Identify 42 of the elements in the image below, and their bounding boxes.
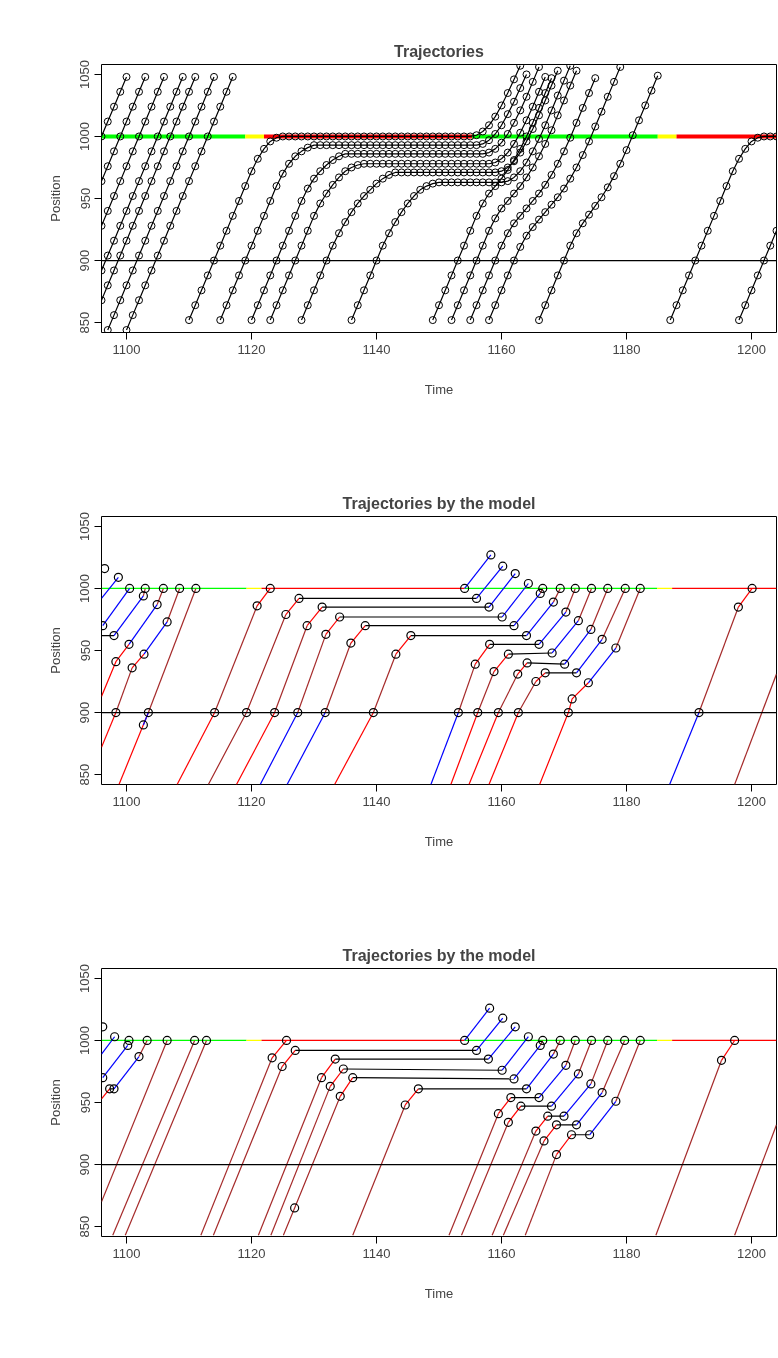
y-tick-label: 1050 bbox=[77, 963, 93, 993]
x-tick-label: 1180 bbox=[612, 341, 641, 357]
y-tick-label: 1050 bbox=[77, 59, 93, 89]
y-tick-label: 1000 bbox=[77, 122, 93, 151]
y-tick-label: 850 bbox=[77, 311, 93, 334]
y-tick-label: 900 bbox=[77, 1153, 93, 1176]
y-tick-label: 950 bbox=[77, 639, 93, 662]
x-axis-title: Time bbox=[424, 833, 454, 849]
y-tick-label: 900 bbox=[77, 701, 93, 724]
x-tick-label: 1140 bbox=[362, 793, 391, 809]
x-axis-title: Time bbox=[424, 1285, 454, 1301]
y-tick-label: 850 bbox=[77, 1215, 93, 1238]
x-tick-label: 1200 bbox=[737, 793, 766, 809]
y-axis-title: Position bbox=[47, 1079, 63, 1126]
x-tick-label: 1180 bbox=[612, 793, 641, 809]
y-tick-label: 850 bbox=[77, 763, 93, 786]
x-tick-label: 1180 bbox=[612, 1245, 641, 1261]
y-tick-label: 1000 bbox=[77, 574, 93, 603]
chart-title: Trajectories by the model bbox=[342, 946, 536, 964]
x-tick-label: 1120 bbox=[237, 793, 266, 809]
y-tick-label: 1000 bbox=[77, 1026, 93, 1055]
x-tick-label: 1160 bbox=[487, 793, 516, 809]
x-tick-label: 1200 bbox=[737, 1245, 766, 1261]
x-tick-label: 1100 bbox=[112, 341, 141, 357]
x-tick-label: 1140 bbox=[362, 1245, 391, 1261]
x-tick-label: 1120 bbox=[237, 1245, 266, 1261]
y-tick-label: 1050 bbox=[77, 511, 93, 541]
chart-title: Trajectories by the model bbox=[342, 494, 536, 512]
x-tick-label: 1100 bbox=[112, 793, 141, 809]
x-tick-label: 1120 bbox=[237, 341, 266, 357]
x-tick-label: 1140 bbox=[362, 341, 391, 357]
y-axis-title: Position bbox=[47, 175, 63, 222]
y-axis-title: Position bbox=[47, 627, 63, 674]
chart-title: Trajectories bbox=[394, 42, 485, 60]
x-tick-label: 1100 bbox=[112, 1245, 141, 1261]
x-tick-label: 1200 bbox=[737, 341, 766, 357]
x-tick-label: 1160 bbox=[487, 1245, 516, 1261]
y-tick-label: 950 bbox=[77, 187, 93, 210]
x-tick-label: 1160 bbox=[487, 341, 516, 357]
x-axis-title: Time bbox=[424, 381, 454, 397]
y-tick-label: 950 bbox=[77, 1091, 93, 1114]
y-tick-label: 900 bbox=[77, 249, 93, 272]
